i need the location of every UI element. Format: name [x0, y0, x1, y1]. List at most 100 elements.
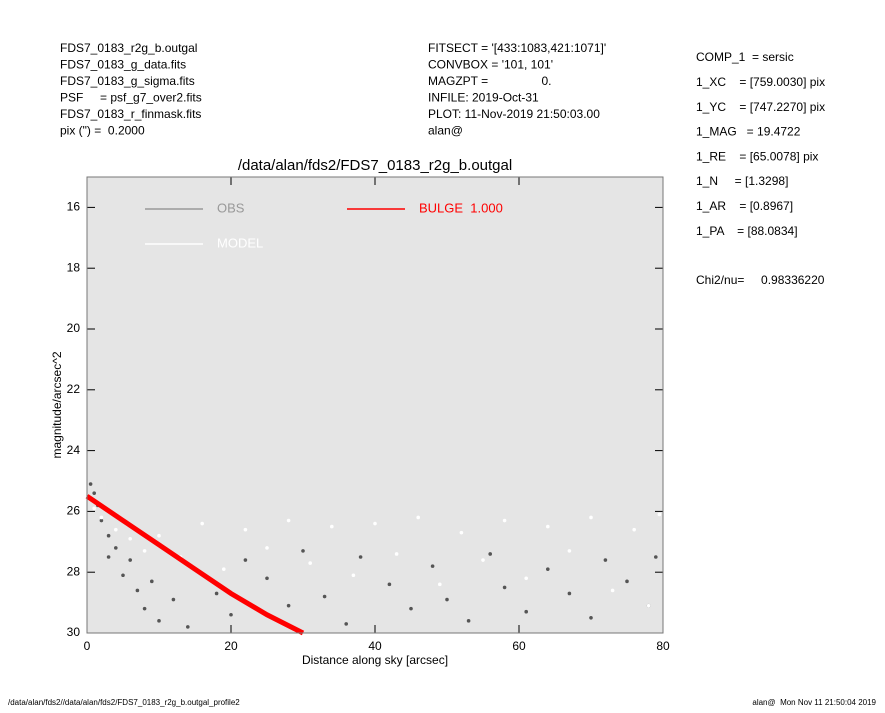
y-tick-label: 16: [67, 200, 81, 214]
legend-label: MODEL: [217, 235, 263, 250]
data-point: [625, 579, 629, 584]
data-point: [654, 555, 658, 559]
data-point: [114, 546, 118, 550]
y-tick-label: 26: [67, 504, 81, 518]
data-point: [589, 616, 593, 620]
data-point: [121, 573, 125, 578]
data-point: [488, 552, 493, 556]
fit-parameter: COMP_1 = sersic: [696, 50, 794, 64]
data-point: [502, 518, 507, 523]
footer-right: alan@ Mon Nov 11 21:50:04 2019: [752, 698, 876, 707]
header-middle-line: FITSECT = '[433:1083,421:1071]': [428, 41, 606, 55]
data-point: [524, 576, 528, 581]
y-tick-label: 20: [67, 321, 81, 335]
y-axis-label: magnitude/arcsec^2: [50, 351, 64, 458]
data-point: [229, 612, 233, 617]
data-point: [243, 558, 248, 562]
data-point: [322, 594, 327, 599]
data-point: [567, 549, 572, 553]
x-tick-label: 20: [224, 639, 238, 653]
data-point: [524, 609, 528, 614]
data-point: [106, 555, 111, 559]
data-point: [142, 549, 147, 553]
data-point: [546, 567, 550, 571]
data-point: [603, 558, 608, 562]
data-point: [430, 564, 435, 568]
data-point: [657, 512, 662, 517]
data-point: [394, 552, 399, 556]
data-point: [344, 622, 349, 626]
fit-parameter: 1_PA = [88.0834]: [696, 224, 798, 238]
fit-parameter: 1_AR = [0.8967]: [696, 199, 793, 213]
fit-parameter: 1_MAG = 19.4722: [696, 125, 801, 139]
header-middle-line: MAGZPT = 0.: [428, 74, 551, 88]
header-left-line: pix (") = 0.2000: [60, 124, 145, 138]
y-tick-label: 22: [67, 382, 81, 396]
data-point: [142, 606, 147, 611]
data-point: [387, 582, 392, 587]
data-point: [445, 597, 449, 602]
data-point: [646, 603, 651, 608]
fit-parameter: 1_XC = [759.0030] pix: [696, 75, 825, 89]
y-tick-label: 18: [67, 260, 81, 274]
footer-left: /data/alan/fds2//data/alan/fds2/FDS7_018…: [8, 698, 240, 707]
data-point: [502, 585, 507, 590]
data-point: [92, 491, 96, 495]
chi2: Chi2/nu= 0.98336220: [696, 273, 825, 287]
header-middle-line: CONVBOX = '101, 101': [428, 58, 553, 72]
data-point: [416, 515, 421, 520]
data-point: [157, 619, 161, 623]
data-point: [222, 567, 226, 571]
data-point: [373, 521, 377, 526]
model-line: [85, 494, 305, 636]
legend-label: BULGE 1.000: [419, 200, 503, 215]
data-point: [128, 558, 132, 562]
y-tick-label: 30: [67, 625, 81, 639]
x-tick-label: 0: [84, 639, 91, 653]
header-left-line: FDS7_0183_g_sigma.fits: [60, 74, 195, 88]
header-middle-line: alan@: [428, 124, 463, 138]
plot-frame: [86, 176, 664, 634]
data-point: [589, 515, 593, 520]
header-left-line: FDS7_0183_g_data.fits: [60, 58, 186, 72]
plot-marks: [85, 482, 662, 636]
fit-parameter: 1_N = [1.3298]: [696, 174, 788, 188]
data-point: [481, 558, 485, 562]
data-point: [99, 515, 104, 520]
data-point: [301, 549, 305, 553]
y-tick-label: 28: [67, 564, 81, 578]
data-point: [114, 527, 118, 532]
legend-label: OBS: [217, 200, 245, 215]
data-point: [135, 588, 140, 593]
x-tick-label: 60: [512, 639, 526, 653]
x-axis-label: Distance along sky [arcsec]: [302, 653, 448, 667]
x-tick-label: 40: [368, 639, 382, 653]
y-tick-label: 24: [67, 443, 81, 457]
data-point: [546, 524, 550, 529]
data-point: [128, 536, 132, 541]
data-point: [330, 524, 334, 529]
data-point: [92, 506, 96, 511]
data-point: [88, 482, 93, 486]
data-point: [632, 527, 636, 532]
x-tick-label: 80: [656, 639, 670, 653]
fit-parameter: 1_RE = [65.0078] pix: [696, 149, 818, 163]
data-point: [286, 603, 291, 608]
data-point: [171, 597, 176, 602]
data-point: [466, 619, 471, 623]
data-point: [106, 533, 111, 538]
plot-area: [87, 177, 663, 633]
data-point: [308, 561, 313, 565]
data-point: [286, 518, 291, 523]
data-point: [186, 625, 190, 629]
data-point: [438, 582, 442, 587]
header-left-line: FDS7_0183_r2g_b.outgal: [60, 41, 197, 55]
data-point: [459, 530, 464, 535]
data-point: [409, 606, 413, 611]
header-left-line: PSF = psf_g7_over2.fits: [60, 91, 202, 105]
header-middle-line: PLOT: 11-Nov-2019 21:50:03.00: [428, 107, 600, 121]
chart-title: /data/alan/fds2/FDS7_0183_r2g_b.outgal: [238, 157, 512, 174]
data-point: [265, 576, 269, 581]
